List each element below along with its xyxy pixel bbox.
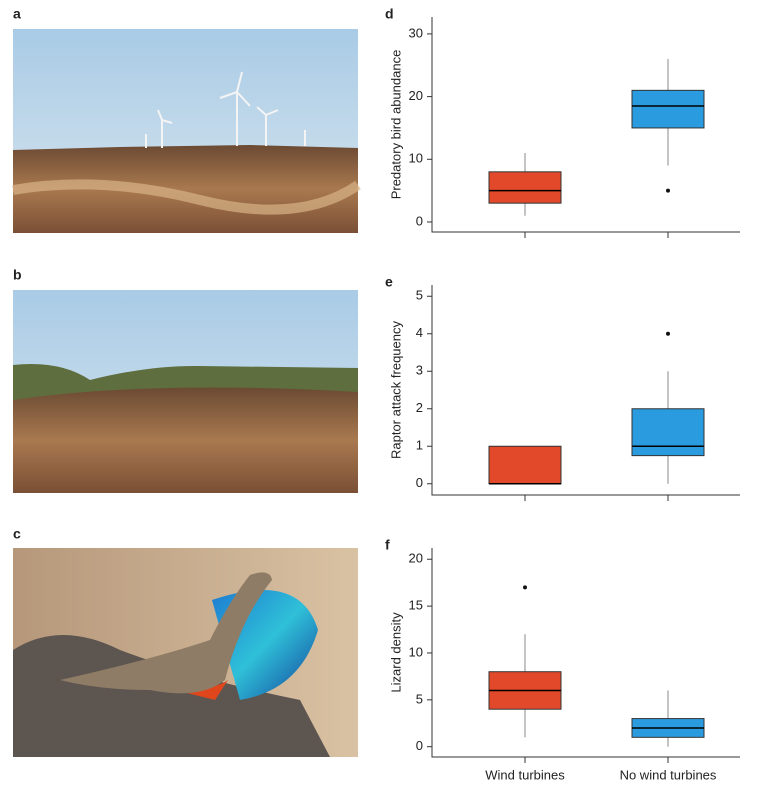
y-tick-label: 0 — [416, 213, 423, 228]
panel-label: a — [13, 6, 21, 22]
box — [488, 445, 562, 485]
y-axis-label: Raptor attack frequency — [388, 320, 403, 459]
panel-label: f — [385, 537, 390, 553]
panel-label: d — [385, 6, 394, 22]
axis-frame — [431, 285, 740, 496]
y-tick-label: 2 — [416, 400, 423, 415]
axis-frame — [431, 548, 740, 758]
outlier — [666, 331, 670, 336]
photo-wind-farm — [12, 29, 361, 233]
y-axis-label: Lizard density — [388, 612, 403, 693]
y-tick-label: 10 — [409, 151, 423, 166]
y-tick-label: 30 — [409, 25, 423, 40]
box — [631, 408, 705, 457]
panel-label: c — [13, 526, 21, 542]
y-tick-label: 0 — [416, 738, 423, 753]
panel-label: b — [13, 267, 22, 283]
y-tick-label: 20 — [409, 551, 423, 566]
y-axis-label: Predatory bird abundance — [388, 50, 403, 200]
y-tick-label: 0 — [416, 475, 423, 490]
axis-frame — [431, 17, 740, 233]
x-tick-label: No wind turbines — [620, 767, 717, 782]
y-tick-label: 20 — [409, 88, 423, 103]
photo-lizard — [13, 548, 358, 757]
y-tick-label: 5 — [416, 288, 423, 303]
y-tick-label: 3 — [416, 363, 423, 378]
y-tick-label: 5 — [416, 691, 423, 706]
y-tick-label: 10 — [409, 644, 423, 659]
panel-label: e — [385, 274, 393, 290]
box — [488, 171, 562, 204]
y-tick-label: 15 — [409, 598, 423, 613]
y-tick-label: 4 — [416, 325, 423, 340]
x-tick-label: Wind turbines — [485, 767, 565, 782]
photo-landscape — [13, 290, 358, 493]
box — [631, 89, 705, 129]
outlier — [523, 585, 527, 590]
y-tick-label: 1 — [416, 438, 423, 453]
outlier — [666, 188, 670, 193]
